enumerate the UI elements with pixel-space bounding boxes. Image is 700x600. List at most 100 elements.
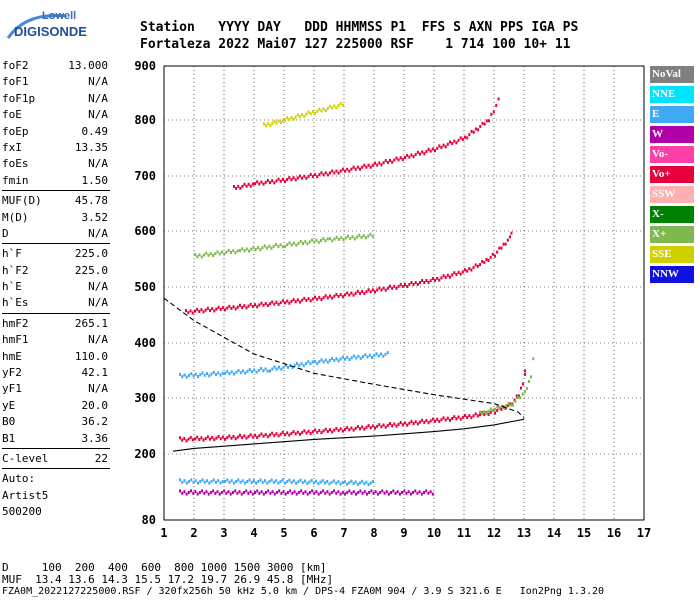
trace-point <box>262 303 265 307</box>
trace-point <box>215 480 217 484</box>
trace-point <box>444 145 447 149</box>
param-value: N/A <box>88 280 108 294</box>
trace-point <box>271 490 274 494</box>
trace-point <box>209 251 212 255</box>
trace-point <box>307 174 310 178</box>
trace-point <box>294 178 297 182</box>
x-tick-label: 9 <box>400 526 407 540</box>
trace-point <box>261 480 264 484</box>
trace-point <box>313 491 316 495</box>
param-row: B1 3.36 <box>2 431 108 447</box>
trace-point <box>235 186 238 190</box>
trace-point <box>392 489 395 493</box>
trace-point <box>297 491 300 494</box>
trace-point <box>341 355 344 359</box>
trace-point <box>257 368 260 372</box>
trace-point <box>217 305 220 309</box>
trace-point <box>451 273 454 277</box>
legend-item-noval: NoVal <box>650 66 694 83</box>
trace-point <box>214 252 217 256</box>
trace-point <box>227 490 230 494</box>
trace-point <box>425 150 428 154</box>
param-row: MUF(D) 45.78 <box>2 193 108 209</box>
trace-point <box>476 414 479 418</box>
trace-point <box>227 248 230 252</box>
trace-point <box>258 182 261 186</box>
param-name: h`Es <box>2 296 29 310</box>
trace-point <box>399 156 402 160</box>
x-tick-label: 15 <box>577 526 591 540</box>
trace-point <box>337 490 340 494</box>
trace-point <box>466 416 469 420</box>
param-value: 110.0 <box>74 349 108 363</box>
trace-point <box>190 478 193 482</box>
trace-point <box>191 311 194 315</box>
trace-point <box>311 360 314 364</box>
trace-point <box>254 491 256 494</box>
trace-point <box>318 295 321 299</box>
trace-point <box>436 276 439 280</box>
trace-point <box>284 301 286 305</box>
trace-point <box>457 415 460 419</box>
trace-point <box>224 371 226 375</box>
trace-point <box>416 150 419 154</box>
trace-point <box>371 163 374 167</box>
trace-point <box>315 490 318 494</box>
trace-point <box>329 104 331 108</box>
trace-point <box>246 369 249 373</box>
trace-point <box>187 311 190 315</box>
trace-point <box>297 480 300 484</box>
trace-point <box>393 284 396 288</box>
trace-point <box>320 431 323 435</box>
param-name: fxI <box>2 140 22 154</box>
trace-point <box>242 369 244 373</box>
trace-point <box>324 239 327 243</box>
trace-point <box>239 249 241 253</box>
trace-point <box>333 489 336 493</box>
trace-point <box>331 106 334 110</box>
trace-point <box>318 173 321 177</box>
trace-point <box>444 418 447 422</box>
trace-point <box>284 492 287 496</box>
trace-point <box>518 394 520 398</box>
trace-point <box>288 478 291 482</box>
trace-point <box>269 491 272 495</box>
trace-point <box>363 163 366 167</box>
header-line-2: Fortaleza 2022 Mai07 127 225000 RSF 1 71… <box>140 37 571 52</box>
trace-point <box>256 489 259 493</box>
trace-point <box>248 368 251 372</box>
trace-point <box>362 355 364 359</box>
trace-point <box>226 436 229 440</box>
trace-point <box>307 297 310 301</box>
trace-point <box>333 104 336 108</box>
trace-point <box>228 372 231 376</box>
trace-point <box>295 492 298 496</box>
trace-point <box>341 481 344 485</box>
trace-point <box>354 426 357 430</box>
trace-point <box>275 491 278 494</box>
trace-point <box>503 406 505 410</box>
trace-point <box>522 382 524 386</box>
trace-point <box>391 160 394 164</box>
param-value: 13.000 <box>68 59 108 72</box>
trace-point <box>263 244 266 248</box>
trace-point <box>472 130 475 134</box>
trace-point <box>378 423 381 427</box>
trace-point <box>239 480 242 484</box>
trace-point <box>229 492 232 496</box>
trace-point <box>371 288 374 292</box>
trace-point <box>293 363 296 367</box>
trace-point <box>488 119 490 123</box>
trace-point <box>181 438 184 442</box>
trace-point <box>319 491 322 494</box>
trace-point <box>515 394 518 398</box>
param-name: D <box>2 226 9 240</box>
trace-point <box>395 156 398 160</box>
trace-point <box>301 481 304 485</box>
trace-point <box>386 160 389 164</box>
trace-point <box>459 417 462 421</box>
trace-point <box>322 173 325 177</box>
trace-point <box>251 182 254 186</box>
trace-point <box>236 249 239 253</box>
trace-point <box>239 303 241 307</box>
